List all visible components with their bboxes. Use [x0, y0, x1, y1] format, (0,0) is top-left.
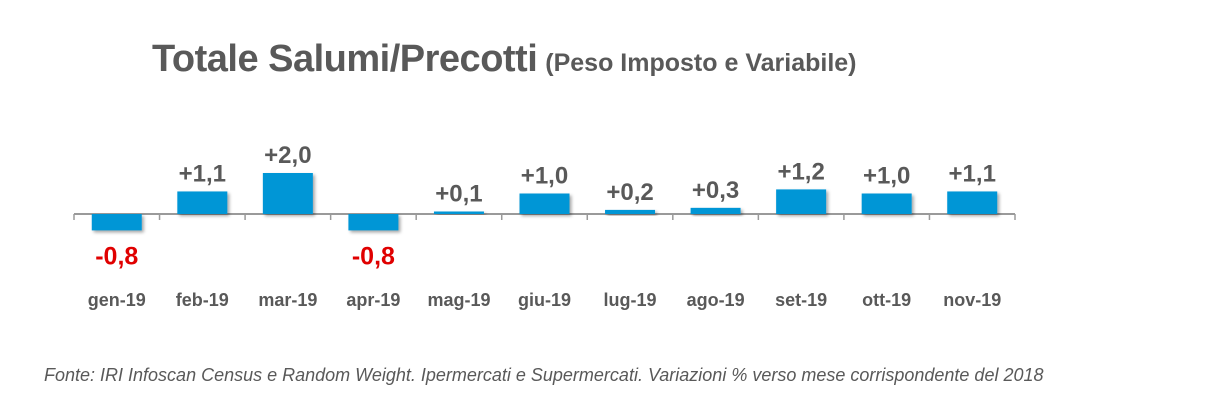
- value-label-mar-19: +2,0: [264, 142, 311, 169]
- value-label-giu-19: +1,0: [521, 163, 568, 190]
- category-label-mar-19: mar-19: [258, 290, 317, 310]
- value-label-mag-19: +0,1: [435, 181, 482, 208]
- bar-apr-19: [348, 214, 399, 231]
- bar-nov-19: [947, 191, 998, 214]
- category-label-lug-19: lug-19: [604, 290, 657, 310]
- bar-mar-19: [262, 173, 313, 214]
- value-labels-group: -0,8 +1,1 +2,0 -0,8 +0,1 +1,0 +0,2 +0,3 +1,2 +1,0…: [95, 142, 996, 270]
- category-label-gen-19: gen-19: [88, 290, 146, 310]
- bar-gen-19: [91, 214, 142, 231]
- bar-set-19: [776, 189, 827, 214]
- category-label-apr-19: apr-19: [346, 290, 400, 310]
- value-label-set-19: +1,2: [777, 158, 824, 185]
- chart-title: Totale Salumi/Precotti (Peso Imposto e Va…: [152, 38, 857, 81]
- source-note: Fonte: IRI Infoscan Census e Random Weig…: [44, 365, 1044, 385]
- category-labels-group: gen-19 feb-19 mar-19 apr-19 mag-19 giu-19 lug-…: [88, 290, 1001, 310]
- bar-giu-19: [519, 193, 570, 214]
- value-label-feb-19: +1,1: [179, 160, 226, 187]
- value-label-gen-19: -0,8: [95, 242, 138, 270]
- value-label-lug-19: +0,2: [606, 179, 653, 206]
- value-label-ott-19: +1,0: [863, 163, 910, 190]
- category-label-mag-19: mag-19: [427, 290, 490, 310]
- bar-feb-19: [177, 191, 228, 214]
- category-label-ott-19: ott-19: [862, 290, 911, 310]
- chart-title-subtitle: (Peso Imposto e Variabile): [545, 49, 857, 77]
- value-label-nov-19: +1,1: [949, 160, 996, 187]
- value-label-ago-19: +0,3: [692, 177, 739, 204]
- bar-lug-19: [605, 209, 656, 214]
- category-label-feb-19: feb-19: [176, 290, 229, 310]
- chart-title-main: Totale Salumi/Precotti: [152, 38, 538, 80]
- value-label-apr-19: -0,8: [352, 242, 395, 270]
- category-label-giu-19: giu-19: [518, 290, 571, 310]
- x-axis: [73, 213, 1016, 220]
- bar-ago-19: [690, 207, 741, 214]
- bar-mag-19: [433, 211, 484, 214]
- category-label-nov-19: nov-19: [943, 290, 1001, 310]
- category-label-set-19: set-19: [775, 290, 827, 310]
- bar-ott-19: [861, 193, 912, 214]
- bars-group: [91, 173, 998, 231]
- category-label-ago-19: ago-19: [687, 290, 745, 310]
